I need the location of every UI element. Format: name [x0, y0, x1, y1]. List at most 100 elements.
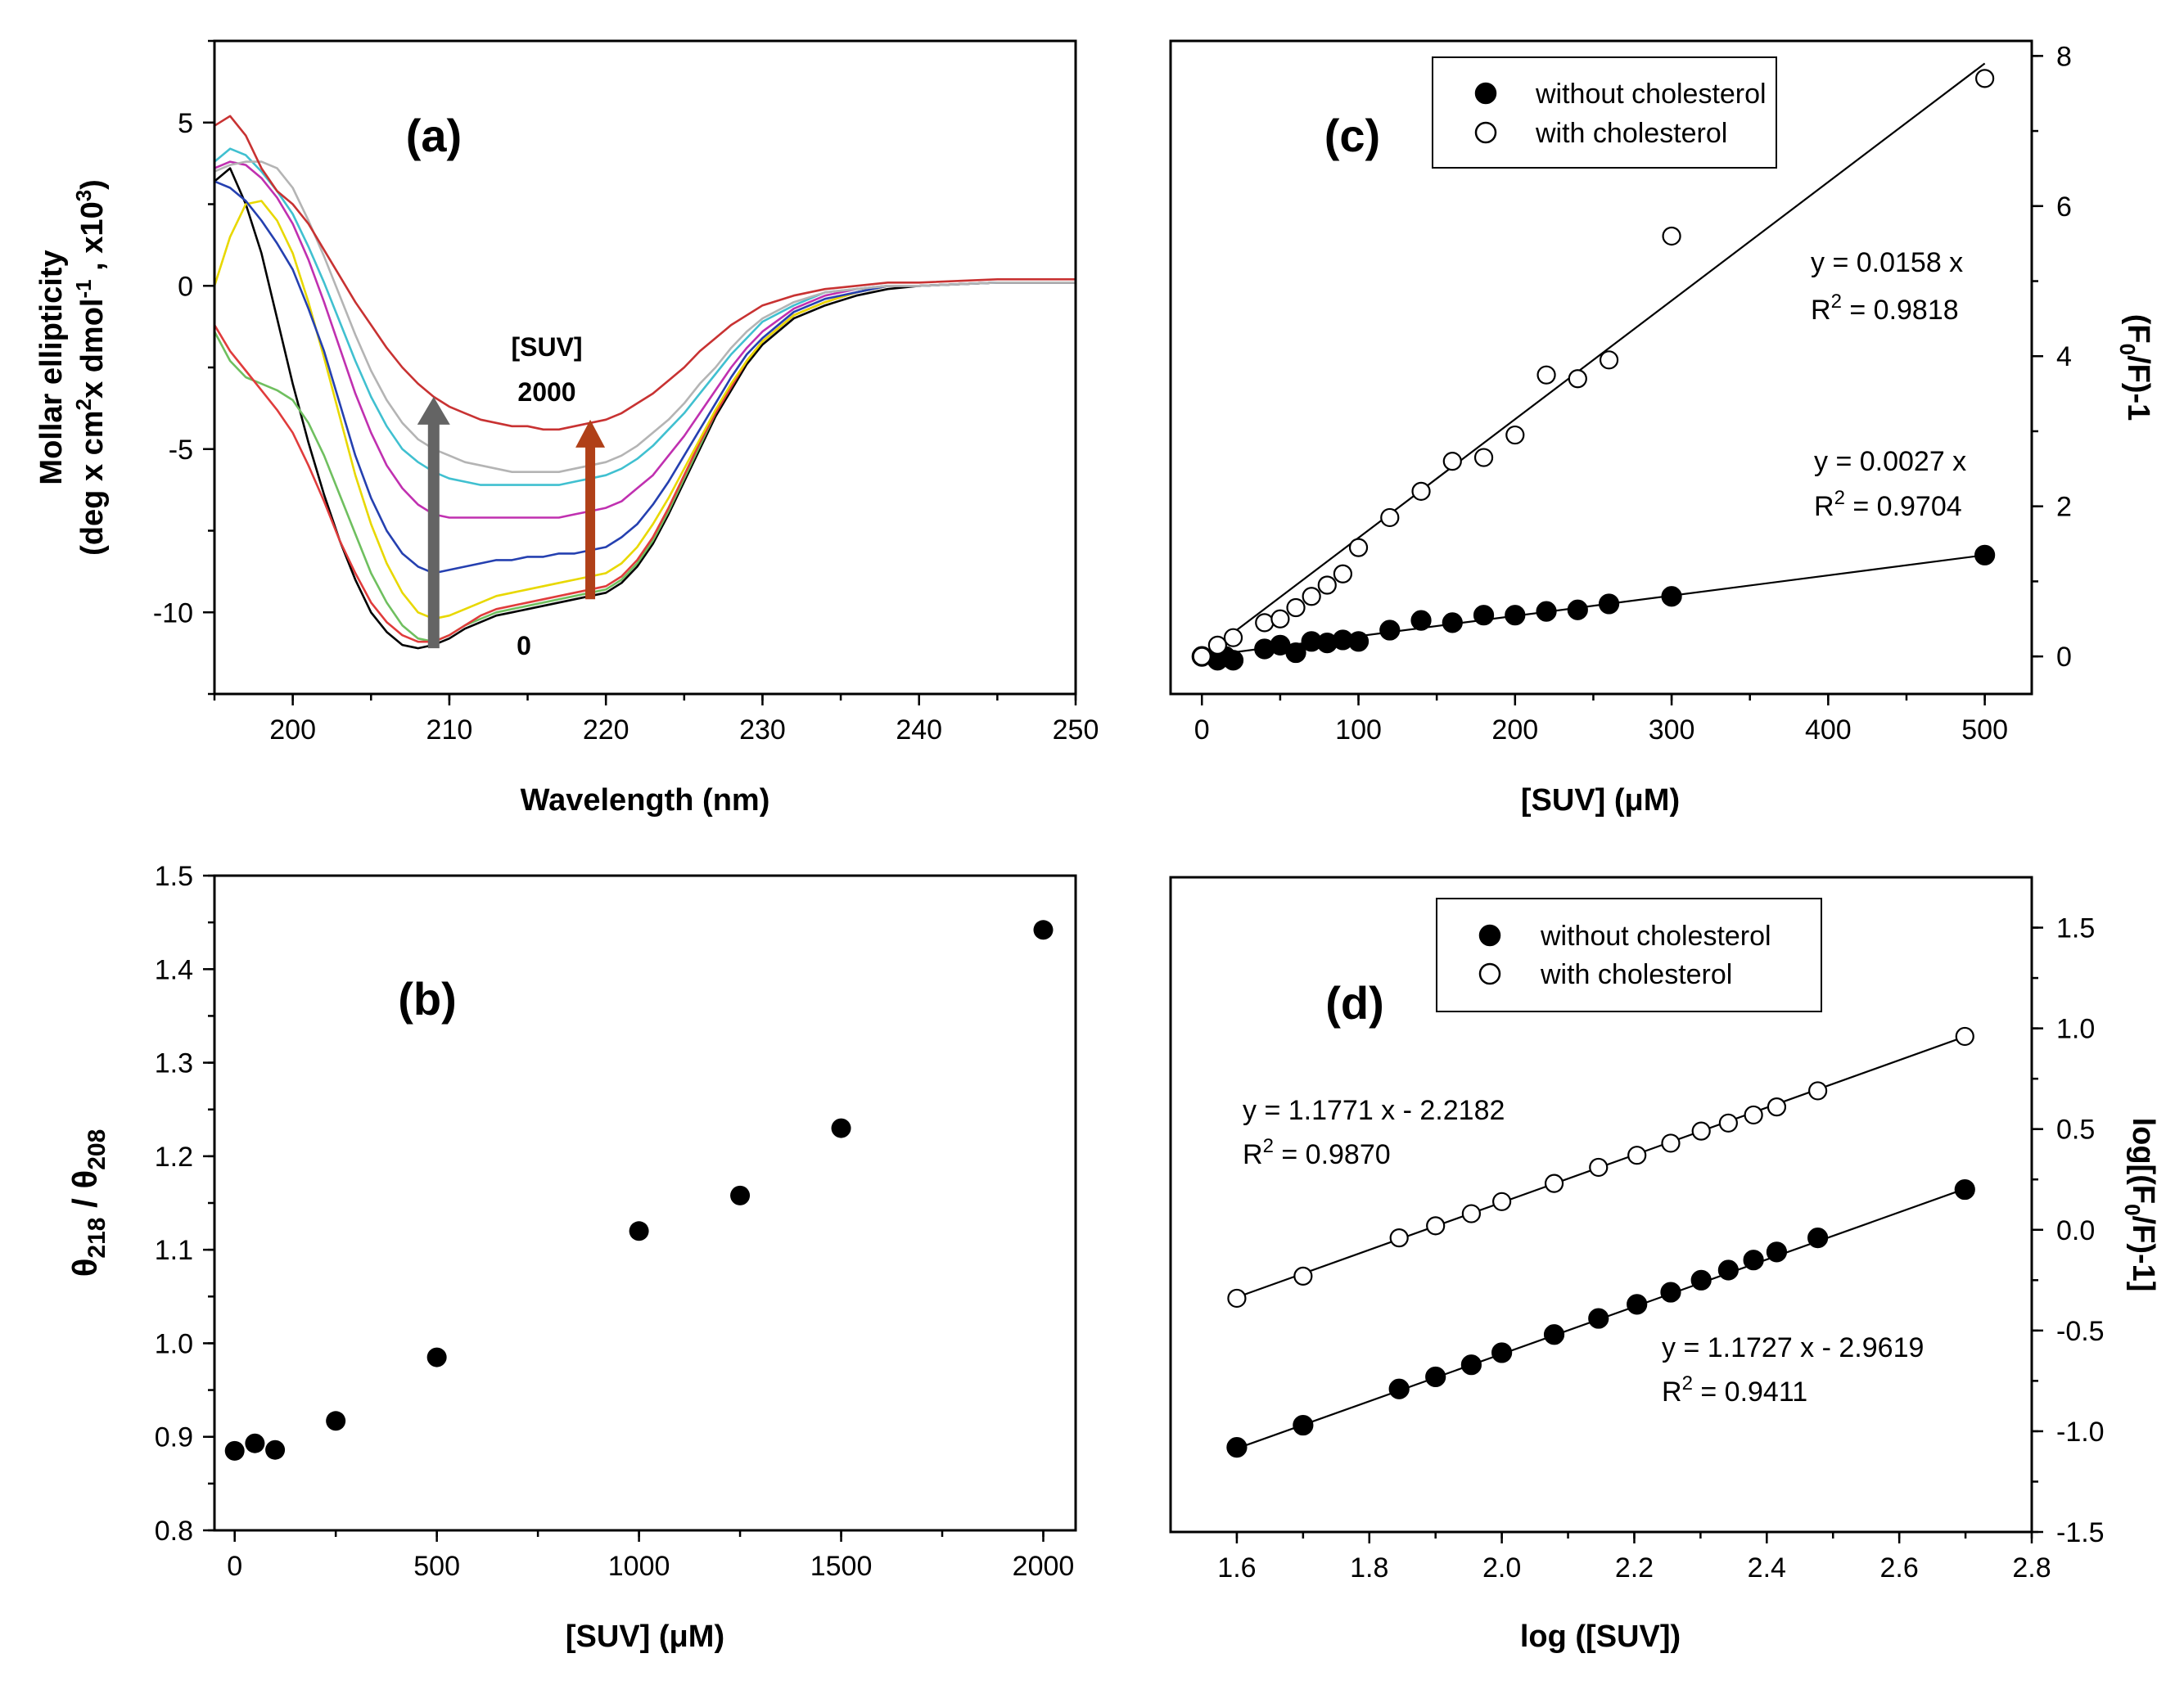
panel-b-point — [1033, 920, 1054, 940]
panel-c-point-with-cholesterol — [1380, 507, 1400, 528]
panel-b-ytick-label: 1.0 — [155, 1328, 193, 1359]
panel-b-label: (b) — [398, 973, 457, 1025]
panel-d-xlabel: log ([SUV]) — [1520, 1620, 1681, 1654]
panel-a-label: (a) — [406, 110, 462, 161]
panel-a-suv-high: 2000 — [517, 377, 575, 407]
panel-d-point-without-cholesterol — [1491, 1342, 1513, 1363]
panel-a-suv-label: [SUV] — [511, 332, 582, 362]
panel-d-scatter-chart: 1.6 1.8 2.0 2.2 2.4 2.6 2.8 1.5 1.0 0.5 0.0 -0.5 -1.… — [1169, 876, 2160, 1654]
panel-b-ytick-label: 1.1 — [155, 1235, 193, 1266]
panel-d-point-without-cholesterol — [1627, 1294, 1648, 1315]
panel-c-point-without-cholesterol — [1661, 586, 1682, 607]
panel-a-ticks: 200 210 220 230 240 250 5 0 -5 -10 — [153, 39, 1099, 746]
panel-a-suv-low: 0 — [517, 631, 531, 660]
panel-a-curve-magenta — [214, 160, 1076, 519]
panel-c-ytick-label: 0 — [2056, 642, 2072, 673]
panel-c-label: (c) — [1324, 110, 1380, 161]
panel-c-ylabel: (F0/F)-1 — [2115, 314, 2155, 421]
panel-c-xtick-label: 100 — [1335, 714, 1382, 746]
panel-b-ytick-label: 1.2 — [155, 1142, 193, 1173]
panel-c-point-with-cholesterol — [1286, 597, 1306, 618]
panel-c-point-without-cholesterol — [1285, 642, 1306, 664]
panel-d-xtick-label: 2.6 — [1880, 1552, 1919, 1584]
panel-d-ytick-label: -1.0 — [2056, 1417, 2105, 1448]
panel-b-point — [265, 1439, 286, 1460]
panel-b-ticks: 0 500 1000 1500 2000 0.8 0.9 1.0 1.1 1.2 1.3 1.4 1.5 — [155, 861, 1075, 1582]
panel-d-point-with-cholesterol — [1589, 1157, 1609, 1178]
panel-a-ylabel: Mollar ellipticity (deg x cm2x dmol-1 , … — [34, 179, 110, 556]
panel-d-point-without-cholesterol — [1588, 1308, 1609, 1329]
panel-c-ytick-label: 8 — [2056, 41, 2072, 72]
panel-d-point-with-cholesterol — [1955, 1026, 1974, 1047]
panel-c-ticks: 0 100 200 300 400 500 0 2 4 6 8 — [1194, 41, 2072, 746]
panel-d-point-with-cholesterol — [1389, 1228, 1409, 1248]
panel-d-point-without-cholesterol — [1388, 1378, 1410, 1399]
panel-d-xtick-label: 2.4 — [1748, 1552, 1786, 1584]
panel-c-ylabel-text: (F0/F)-1 — [2115, 314, 2155, 421]
panel-d-fit-eq-without: y = 1.1727 x - 2.9619 — [1662, 1332, 1924, 1363]
panel-b-ytick-label: 0.8 — [155, 1516, 193, 1547]
panel-c-point-without-cholesterol — [1442, 612, 1463, 633]
panel-b-point — [629, 1221, 649, 1241]
panel-a-ytick-label: 5 — [178, 108, 193, 139]
panel-a-curve-yellow — [213, 200, 1076, 620]
panel-a-arrow — [575, 419, 606, 600]
panel-d-ytick-label: -0.5 — [2056, 1316, 2105, 1347]
panel-b-ytick-label: 0.9 — [155, 1422, 193, 1453]
panel-d-xtick-label: 1.8 — [1350, 1552, 1388, 1584]
panel-b-scatter-chart: 0 500 1000 1500 2000 0.8 0.9 1.0 1.1 1.2 1.3 1.4 1.5… — [65, 861, 1077, 1654]
panel-c-point-with-cholesterol — [1536, 365, 1556, 385]
panel-b-xtick-label: 500 — [413, 1551, 460, 1582]
panel-a-curves — [213, 115, 1076, 650]
panel-d-point-without-cholesterol — [1660, 1282, 1681, 1303]
panel-d-point-with-cholesterol — [1461, 1204, 1481, 1223]
panel-d-point-without-cholesterol — [1807, 1228, 1829, 1249]
panel-c-xtick-label: 300 — [1649, 714, 1695, 746]
panel-d-xtick-label: 2.8 — [2012, 1552, 2051, 1584]
panel-a-ylabel-line2: (deg x cm2x dmol-1 , x103) — [71, 179, 110, 556]
panel-a-arrows — [417, 396, 606, 649]
panel-a-line-chart: 200 210 220 230 240 250 5 0 -5 -10 (a) [SUV] 2000… — [34, 39, 1099, 818]
panel-c-point-without-cholesterol — [1347, 631, 1370, 652]
panel-a-curve-blue — [214, 180, 1076, 574]
panel-d-ticks: 1.6 1.8 2.0 2.2 2.4 2.6 2.8 1.5 1.0 0.5 0.0 -0.5 -1.… — [1217, 913, 2104, 1584]
panel-c-legend-marker-filled — [1474, 82, 1497, 105]
panel-c-point-without-cholesterol — [1473, 605, 1495, 626]
panel-d-ylabel-text: log[(F0/F)-1] — [2120, 1118, 2160, 1292]
panel-c-point-with-cholesterol — [1317, 575, 1337, 595]
panel-c-point-with-cholesterol — [1207, 635, 1227, 655]
panel-b-ytick-label: 1.5 — [155, 861, 193, 892]
panel-d-point-with-cholesterol — [1744, 1105, 1763, 1125]
panel-d-legend-with: with cholesterol — [1540, 959, 1732, 990]
panel-c-points — [1191, 69, 1996, 671]
panel-d-legend-box — [1436, 898, 1822, 1012]
panel-d-legend-without: without cholesterol — [1540, 921, 1771, 952]
panel-c-xtick-label: 400 — [1805, 714, 1852, 746]
panel-c-point-with-cholesterol — [1333, 564, 1353, 583]
panel-a-xtick-label: 210 — [426, 714, 473, 746]
panel-c-xtick-label: 0 — [1194, 714, 1210, 746]
panel-a-ytick-label: -10 — [153, 597, 193, 628]
panel-d-point-with-cholesterol — [1767, 1097, 1787, 1117]
panel-d-ytick-label: 0.5 — [2056, 1115, 2095, 1146]
panel-b-ytick-label: 1.3 — [155, 1048, 193, 1079]
panel-a-arrow — [417, 396, 450, 649]
panel-a-xtick-label: 200 — [269, 714, 316, 746]
panel-a-ytick-label: -5 — [169, 435, 193, 466]
panel-a-xtick-label: 220 — [583, 714, 629, 746]
panel-d-legend-marker-open — [1478, 962, 1501, 985]
panel-b-points — [224, 920, 1054, 1461]
panel-c-ytick-label: 6 — [2056, 191, 2072, 223]
panel-d-point-without-cholesterol — [1690, 1269, 1712, 1291]
panel-a-xtick-label: 250 — [1053, 714, 1099, 746]
panel-c-point-without-cholesterol — [1505, 605, 1526, 626]
panel-c-point-with-cholesterol — [1270, 609, 1290, 628]
panel-d-xtick-label: 2.0 — [1482, 1552, 1521, 1584]
panel-d-point-without-cholesterol — [1226, 1437, 1248, 1458]
panel-b-xtick-label: 1500 — [810, 1551, 873, 1582]
panel-c-point-with-cholesterol — [1192, 647, 1212, 666]
panel-a-xtick-label: 240 — [896, 714, 942, 746]
panel-d-point-with-cholesterol — [1426, 1216, 1446, 1236]
panel-d-fit-r2-with: R2 = 0.9870 — [1243, 1135, 1391, 1170]
